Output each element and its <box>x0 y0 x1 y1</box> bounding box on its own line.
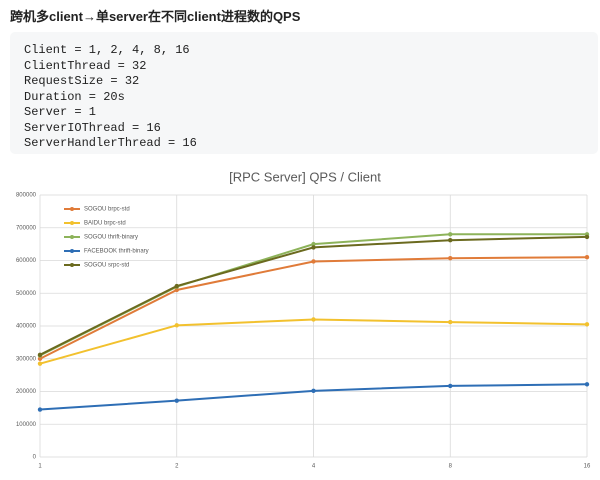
x-tick-label: 8 <box>449 464 453 470</box>
x-tick-label: 16 <box>584 464 591 470</box>
y-tick-label: 500000 <box>16 291 37 297</box>
legend-label: BAIDU brpc-std <box>84 221 126 227</box>
data-point <box>37 356 43 361</box>
data-point <box>37 352 43 358</box>
y-tick-label: 100000 <box>16 422 37 428</box>
legend-label: SOGOU thrift-binary <box>84 235 138 241</box>
y-tick-label: 400000 <box>16 324 37 330</box>
code-line: RequestSize = 32 <box>24 74 140 88</box>
y-tick-label: 0 <box>33 455 37 461</box>
code-block: Client = 1, 2, 4, 8, 16 ClientThread = 32… <box>10 32 598 154</box>
data-point <box>174 287 179 293</box>
legend-marker <box>70 263 74 267</box>
y-tick-label: 200000 <box>16 389 37 395</box>
legend-marker <box>70 207 74 211</box>
data-point <box>448 319 453 325</box>
data-point <box>584 382 590 387</box>
code-line: Server = 1 <box>24 105 97 119</box>
data-point <box>311 317 316 322</box>
code-line: ServerHandlerThread = 16 <box>24 136 197 150</box>
data-point <box>174 323 179 328</box>
y-tick-label: 700000 <box>16 225 37 231</box>
legend-label: SOGOU srpc-std <box>84 263 129 269</box>
x-tick-label: 2 <box>175 464 179 470</box>
data-point <box>584 234 590 240</box>
legend-label: FACEBOOK thrift-binary <box>84 249 149 255</box>
data-point <box>37 407 43 412</box>
x-tick-label: 1 <box>38 464 42 470</box>
code-line: Duration = 20s <box>24 89 125 104</box>
data-point <box>448 383 453 389</box>
data-point <box>311 245 316 250</box>
data-point <box>174 398 179 403</box>
data-point <box>311 241 316 247</box>
legend-label: SOGOU brpc-std <box>84 207 130 213</box>
legend-marker <box>70 235 74 239</box>
legend-marker <box>70 249 74 253</box>
data-point <box>37 361 43 366</box>
code-line: Client = 1, 2, 4, 8, 16 <box>24 43 190 57</box>
data-point <box>311 388 316 394</box>
data-point <box>448 232 453 237</box>
heading: 跨机多client→单server在不同client进程数的QPS <box>10 9 301 24</box>
code-line: ServerIOThread = 16 <box>24 120 161 135</box>
y-tick-label: 300000 <box>16 356 37 362</box>
y-tick-label: 800000 <box>16 193 37 199</box>
data-point <box>448 237 453 243</box>
chart-title: [RPC Server] QPS / Client <box>229 169 381 184</box>
code-line: ClientThread = 32 <box>24 58 147 73</box>
data-point <box>584 255 590 260</box>
y-tick-label: 600000 <box>16 258 37 264</box>
x-tick-label: 4 <box>312 464 316 470</box>
data-point <box>448 256 453 261</box>
chart: [RPC Server] QPS / Client 0 100000 200000 3… <box>16 169 591 470</box>
data-point <box>174 283 179 289</box>
legend-marker <box>70 221 74 225</box>
data-point <box>311 259 316 264</box>
data-point <box>584 322 590 327</box>
